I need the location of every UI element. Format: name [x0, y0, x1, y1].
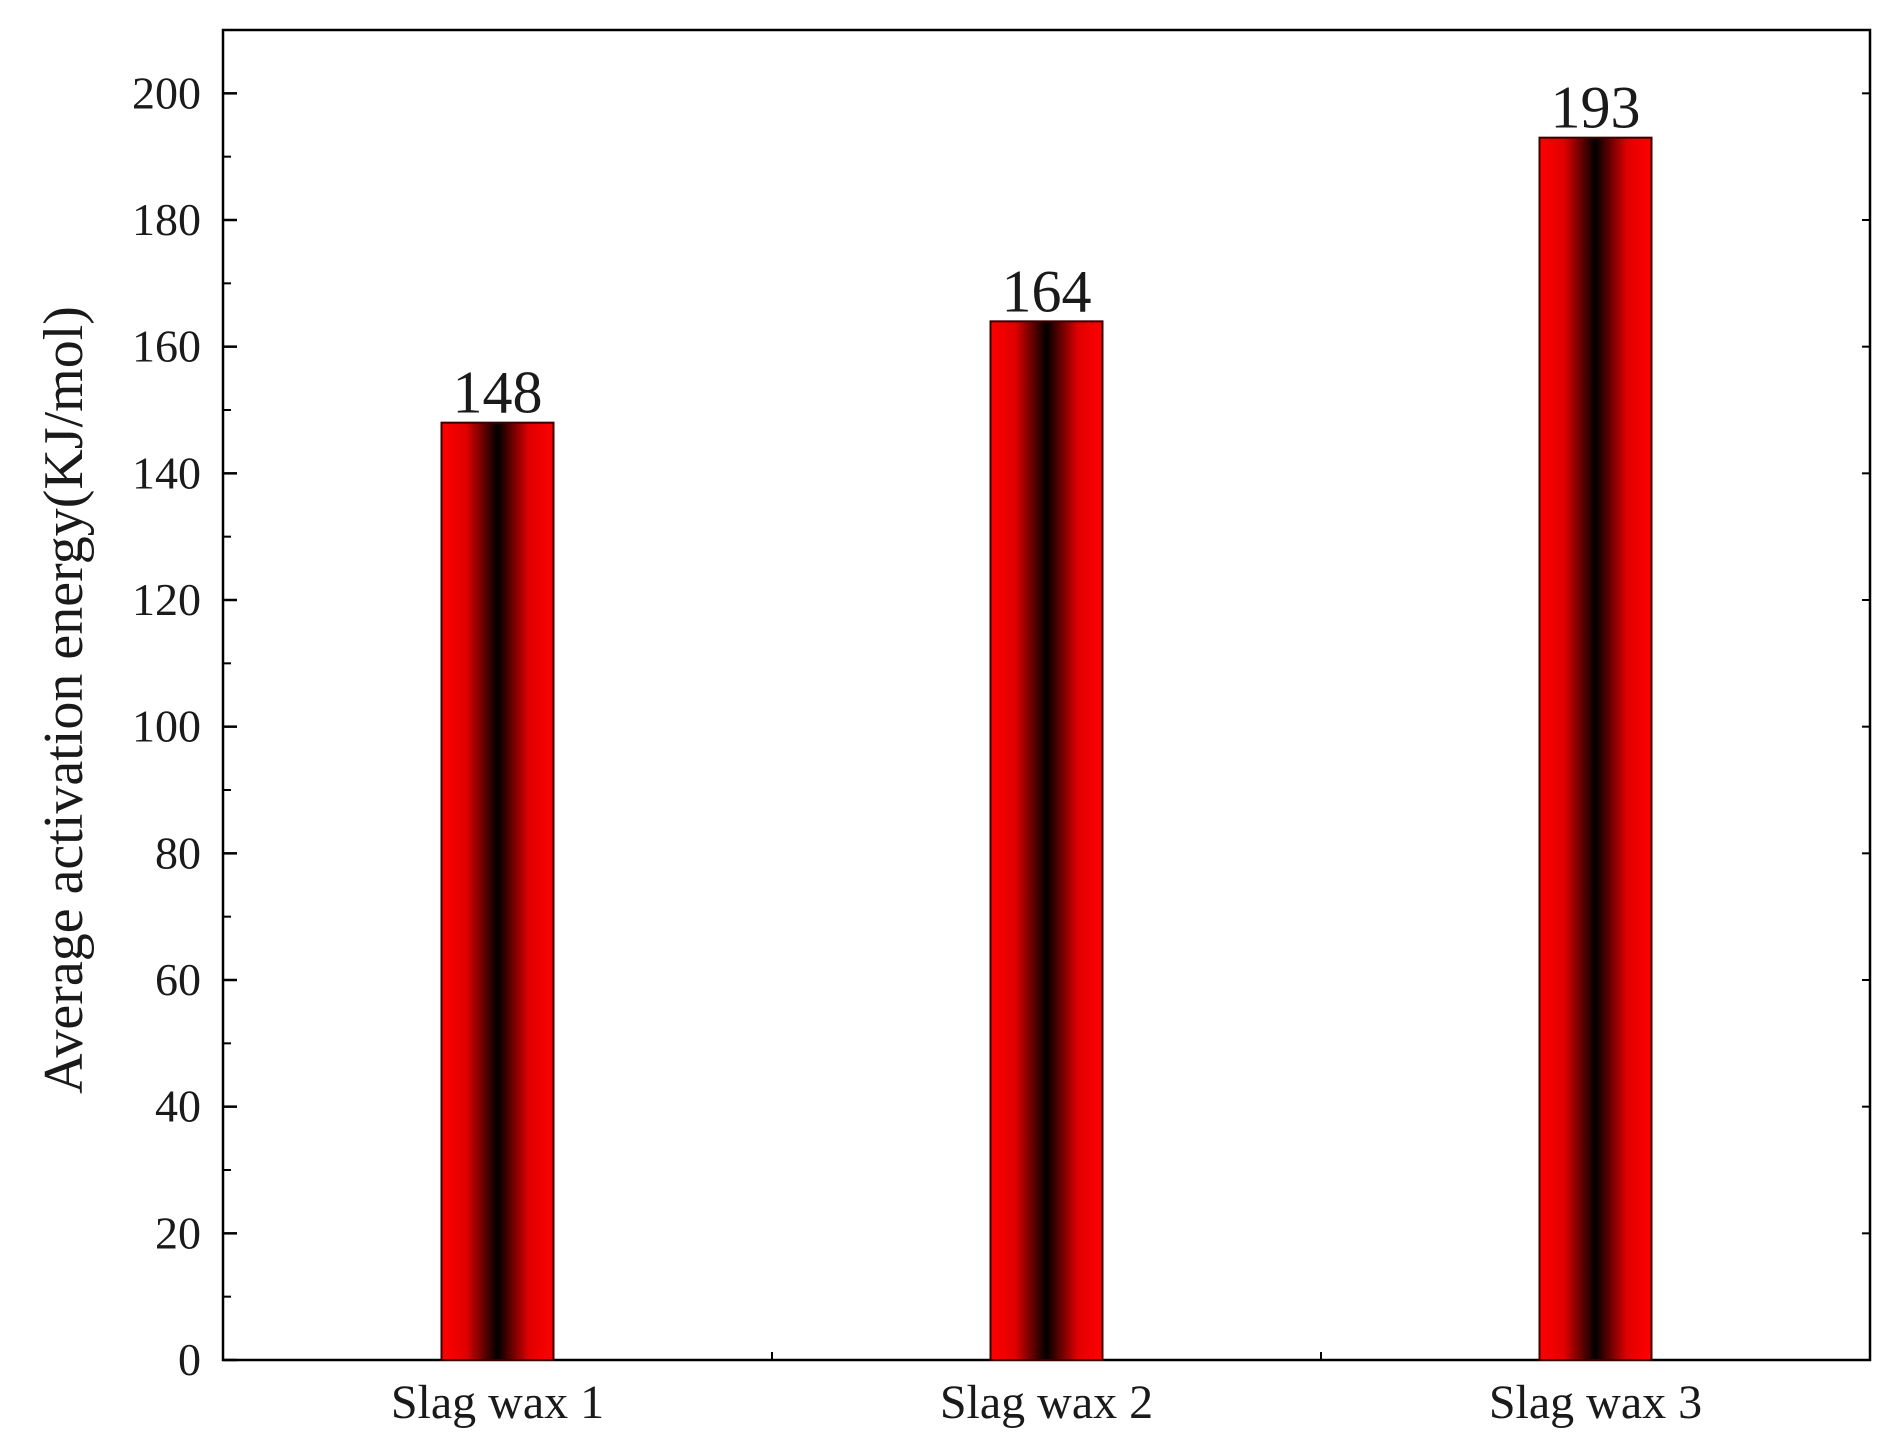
bar — [989, 320, 1104, 1361]
y-axis-title: Average activation energy(KJ/mol) — [33, 306, 95, 1094]
x-tick-label: Slag wax 1 — [391, 1376, 604, 1429]
y-tick-label: 40 — [155, 1081, 201, 1132]
data-label: 164 — [1002, 258, 1092, 324]
y-tick-label: 200 — [132, 67, 201, 118]
x-axis-ticks: Slag wax 1 Slag wax 2 Slag wax 3 — [391, 1346, 1702, 1429]
y-tick-label: 140 — [132, 447, 201, 498]
bar — [1538, 136, 1653, 1362]
data-label: 148 — [453, 360, 543, 426]
y-tick-label: 160 — [132, 321, 201, 372]
y-tick-label: 120 — [132, 574, 201, 625]
bars — [440, 136, 1653, 1362]
y-axis-ticks: 0 20 40 60 80 100 120 140 160 180 200 — [132, 67, 1870, 1385]
data-labels: 148 164 193 — [453, 75, 1641, 426]
y-tick-label: 180 — [132, 194, 201, 245]
y-tick-label: 100 — [132, 701, 201, 752]
x-tick-label: Slag wax 2 — [940, 1376, 1153, 1429]
data-label: 193 — [1551, 75, 1641, 141]
y-tick-label: 20 — [155, 1207, 201, 1258]
y-tick-label: 80 — [155, 827, 201, 878]
y-tick-label: 0 — [178, 1334, 201, 1385]
x-tick-label: Slag wax 3 — [1489, 1376, 1702, 1429]
bar — [440, 421, 555, 1361]
y-tick-label: 60 — [155, 954, 201, 1005]
